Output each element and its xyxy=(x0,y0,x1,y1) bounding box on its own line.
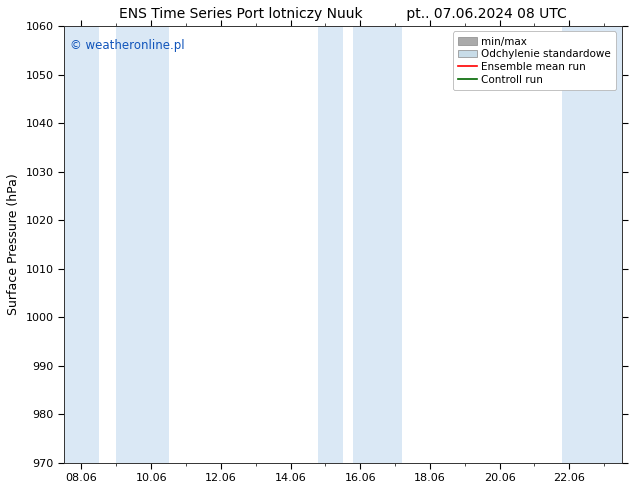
Bar xyxy=(318,26,343,463)
Y-axis label: Surface Pressure (hPa): Surface Pressure (hPa) xyxy=(7,173,20,316)
Bar xyxy=(116,26,169,463)
Bar xyxy=(353,26,402,463)
Text: © weatheronline.pl: © weatheronline.pl xyxy=(70,39,184,52)
Bar xyxy=(562,26,621,463)
Legend: min/max, Odchylenie standardowe, Ensemble mean run, Controll run: min/max, Odchylenie standardowe, Ensembl… xyxy=(453,31,616,90)
Title: ENS Time Series Port lotniczy Nuuk          pt.. 07.06.2024 08 UTC: ENS Time Series Port lotniczy Nuuk pt.. … xyxy=(119,7,567,21)
Bar xyxy=(64,26,99,463)
